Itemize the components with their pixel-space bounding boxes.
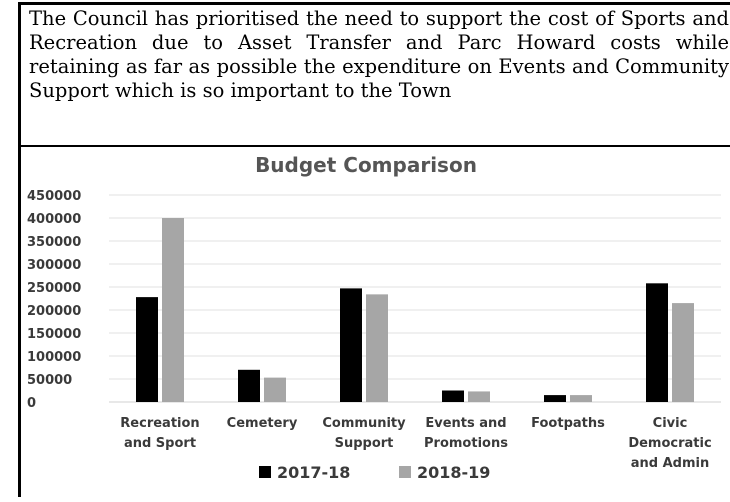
bar-2018-19	[162, 218, 184, 402]
x-tick-label: Civic	[653, 416, 688, 431]
x-tick-label: Cemetery	[227, 416, 298, 431]
bar-2017-18	[442, 390, 464, 402]
chart-bars	[136, 218, 694, 402]
x-tick-label: and Admin	[631, 456, 709, 471]
bar-2017-18	[340, 288, 362, 402]
chart-legend: 2017-18 2018-19	[259, 463, 490, 482]
bar-2017-18	[136, 297, 158, 402]
budget-comparison-chart: Budget Comparison 0 50000 100000 150000 2000…	[27, 153, 721, 482]
chart-title: Budget Comparison	[255, 153, 477, 177]
y-tick-label: 250000	[27, 281, 81, 296]
chart-area: Budget Comparison 0 50000 100000 150000 2000…	[21, 145, 730, 502]
bar-2018-19	[468, 391, 490, 402]
bar-2017-18	[544, 395, 566, 402]
y-tick-label: 150000	[27, 327, 81, 342]
y-tick-label: 450000	[27, 189, 81, 204]
bar-2018-19	[366, 294, 388, 402]
bar-2017-18	[646, 283, 668, 402]
document-frame: The Council has prioritised the need to …	[18, 2, 730, 502]
x-tick-label: Support	[335, 436, 394, 451]
y-tick-label: 50000	[27, 373, 72, 388]
y-tick-label: 100000	[27, 350, 81, 365]
y-tick-label: 350000	[27, 235, 81, 250]
x-tick-label: Community	[322, 416, 406, 431]
legend-label: 2018-19	[417, 463, 490, 482]
y-tick-label: 300000	[27, 258, 81, 273]
intro-paragraph: The Council has prioritised the need to …	[29, 7, 729, 102]
legend-swatch	[399, 466, 411, 478]
legend-label: 2017-18	[277, 463, 350, 482]
x-tick-label: Footpaths	[531, 416, 605, 431]
bar-2018-19	[264, 377, 286, 402]
x-tick-label: and Sport	[124, 436, 196, 451]
x-tick-label: Recreation	[120, 416, 199, 431]
x-axis-labels: Recreation and Sport Cemetery Community Supp…	[120, 416, 711, 471]
legend-swatch	[259, 466, 271, 478]
chart-gridlines	[109, 194, 721, 403]
y-tick-label: 0	[27, 396, 36, 411]
x-tick-label: Democratic	[628, 436, 711, 451]
bar-2018-19	[672, 303, 694, 402]
y-axis-labels: 0 50000 100000 150000 200000 250000 300000 3500…	[27, 189, 81, 411]
bar-2017-18	[238, 369, 260, 402]
x-tick-label: Promotions	[424, 436, 508, 451]
x-tick-label: Events and	[425, 416, 506, 431]
bar-2018-19	[570, 395, 592, 402]
y-tick-label: 400000	[27, 212, 81, 227]
y-tick-label: 200000	[27, 304, 81, 319]
